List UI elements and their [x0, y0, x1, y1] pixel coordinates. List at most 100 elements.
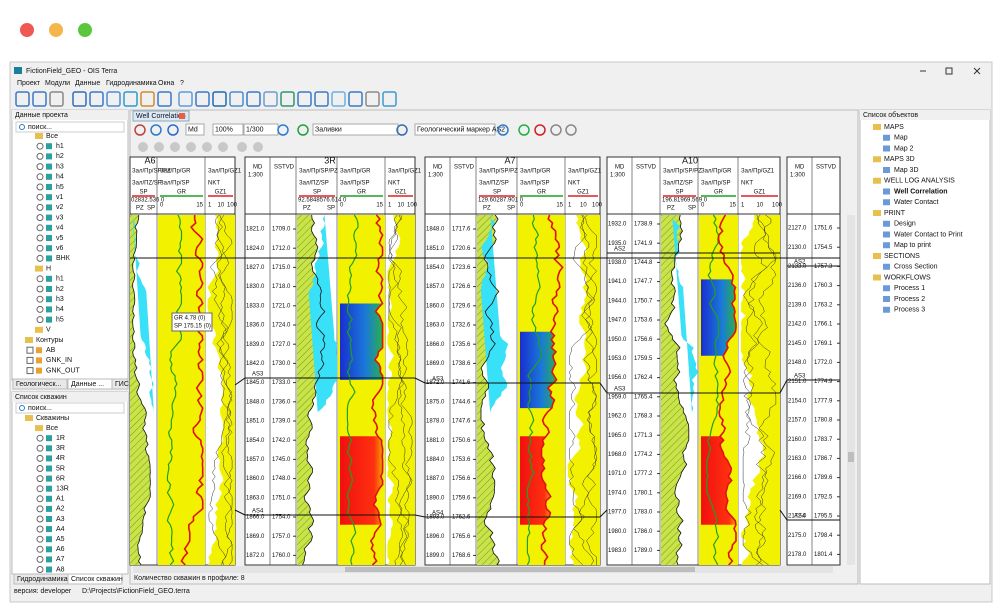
nav-button[interactable] [170, 142, 180, 152]
tool-icon[interactable] [550, 124, 562, 136]
menu-item[interactable]: Окна [158, 80, 174, 87]
radio[interactable] [36, 566, 44, 573]
tree-item[interactable]: 1R [56, 435, 65, 442]
tree-item[interactable]: Process 1 [894, 285, 925, 292]
tree-item[interactable]: A1 [56, 496, 65, 503]
radio[interactable] [36, 444, 44, 452]
tree-item[interactable]: Map to print [894, 242, 931, 249]
dropdown[interactable] [414, 123, 496, 136]
tree-item[interactable]: A6 [56, 546, 65, 553]
radio[interactable] [36, 555, 44, 563]
search-box[interactable] [15, 402, 125, 414]
nav-button[interactable] [154, 142, 164, 152]
tree-item[interactable]: Design [894, 221, 916, 228]
tree-item[interactable]: 5R [56, 465, 65, 472]
tab[interactable] [111, 378, 129, 390]
radio[interactable] [36, 434, 44, 442]
checkbox[interactable] [26, 346, 34, 354]
tree-item[interactable]: v5 [56, 235, 64, 242]
nav-button[interactable] [237, 142, 247, 152]
radio[interactable] [36, 495, 44, 503]
tab-label[interactable]: Гидродинамика [17, 576, 68, 583]
toolbar-button[interactable] [49, 91, 64, 107]
tree-item[interactable]: Process 3 [894, 307, 925, 314]
nav-button[interactable] [218, 142, 228, 152]
radio[interactable] [36, 515, 44, 523]
radio[interactable] [36, 305, 44, 313]
tab-label[interactable]: Список скважин [71, 576, 123, 583]
h-scroll-thumb[interactable] [345, 567, 695, 572]
toolbar-button[interactable] [32, 91, 47, 107]
tree-item[interactable]: Cross Section [894, 264, 938, 271]
tool-icon[interactable] [167, 124, 179, 136]
toolbar-button[interactable] [89, 91, 104, 107]
radio[interactable] [36, 316, 44, 324]
tool-icon[interactable] [497, 124, 509, 136]
tree-item[interactable]: V [46, 327, 51, 334]
dropdown-value[interactable]: Md [188, 126, 198, 133]
radio[interactable] [36, 505, 44, 513]
tree-item[interactable]: 13R [56, 486, 69, 493]
tree-item[interactable]: Map 3D [894, 167, 919, 174]
search-input[interactable]: поиск... [28, 405, 52, 412]
tree-item[interactable]: A7 [56, 556, 65, 563]
checkbox[interactable] [26, 367, 34, 375]
tree-item[interactable]: Well Correlation [894, 188, 948, 195]
tree-item[interactable]: h1 [56, 276, 64, 283]
radio[interactable] [36, 152, 44, 160]
nav-button[interactable] [138, 142, 148, 152]
menu-item[interactable]: ? [180, 80, 184, 87]
tab[interactable] [67, 573, 123, 585]
tree-item[interactable]: 3R [56, 445, 65, 452]
tree-item[interactable]: h2 [56, 286, 64, 293]
v-scroll-thumb[interactable] [848, 452, 854, 462]
radio[interactable] [36, 295, 44, 303]
tree-item[interactable]: Скважины [36, 415, 69, 422]
toolbar-button[interactable] [140, 91, 155, 107]
tree-item[interactable]: A8 [56, 566, 65, 573]
dropdown-value[interactable]: 100% [215, 126, 233, 133]
radio[interactable] [36, 214, 44, 222]
toolbar-button[interactable] [106, 91, 121, 107]
tree-item[interactable]: A3 [56, 516, 65, 523]
tree-item[interactable]: A5 [56, 536, 65, 543]
toolbar-button[interactable] [229, 91, 244, 107]
toolbar-button[interactable] [15, 91, 30, 107]
radio[interactable] [36, 234, 44, 242]
radio[interactable] [36, 163, 44, 171]
tool-icon[interactable] [565, 124, 577, 136]
toolbar-button[interactable] [263, 91, 278, 107]
dropdown-value[interactable]: Заливки [315, 126, 342, 133]
radio[interactable] [36, 254, 44, 262]
tree-item[interactable]: MAPS 3D [884, 156, 915, 163]
search-input[interactable]: поиск... [28, 124, 52, 131]
tree-item[interactable]: MAPS [884, 124, 904, 131]
radio[interactable] [36, 193, 44, 201]
doc-tab-label[interactable]: Well Correlation [136, 113, 186, 120]
tree-item[interactable]: Map [894, 135, 908, 142]
radio[interactable] [36, 545, 44, 553]
tree-item[interactable]: A2 [56, 506, 65, 513]
tool-icon[interactable] [396, 124, 408, 136]
radio[interactable] [36, 535, 44, 543]
zoom-dot[interactable] [78, 23, 92, 37]
tree-item[interactable]: h3 [56, 163, 64, 170]
tree-item[interactable]: v6 [56, 245, 64, 252]
checkbox[interactable] [26, 356, 34, 364]
toolbar-button[interactable] [157, 91, 172, 107]
tree-item[interactable]: Контуры [36, 337, 63, 344]
toolbar-button[interactable] [178, 91, 193, 107]
tree-item[interactable]: PRINT [884, 210, 906, 217]
radio[interactable] [36, 465, 44, 472]
menu-item[interactable]: Гидродинамика [106, 80, 157, 87]
tree-item[interactable]: h5 [56, 316, 64, 323]
tool-icon[interactable] [518, 124, 530, 136]
tree-item[interactable]: v1 [56, 194, 64, 201]
dropdown-value[interactable]: Геологический маркер AS2 [417, 125, 505, 133]
toolbar-button[interactable] [331, 91, 346, 107]
nav-button[interactable] [253, 142, 263, 152]
toolbar-button[interactable] [382, 91, 397, 107]
tree-item[interactable]: 4R [56, 455, 65, 462]
toolbar-button[interactable] [348, 91, 363, 107]
radio[interactable] [36, 285, 44, 293]
